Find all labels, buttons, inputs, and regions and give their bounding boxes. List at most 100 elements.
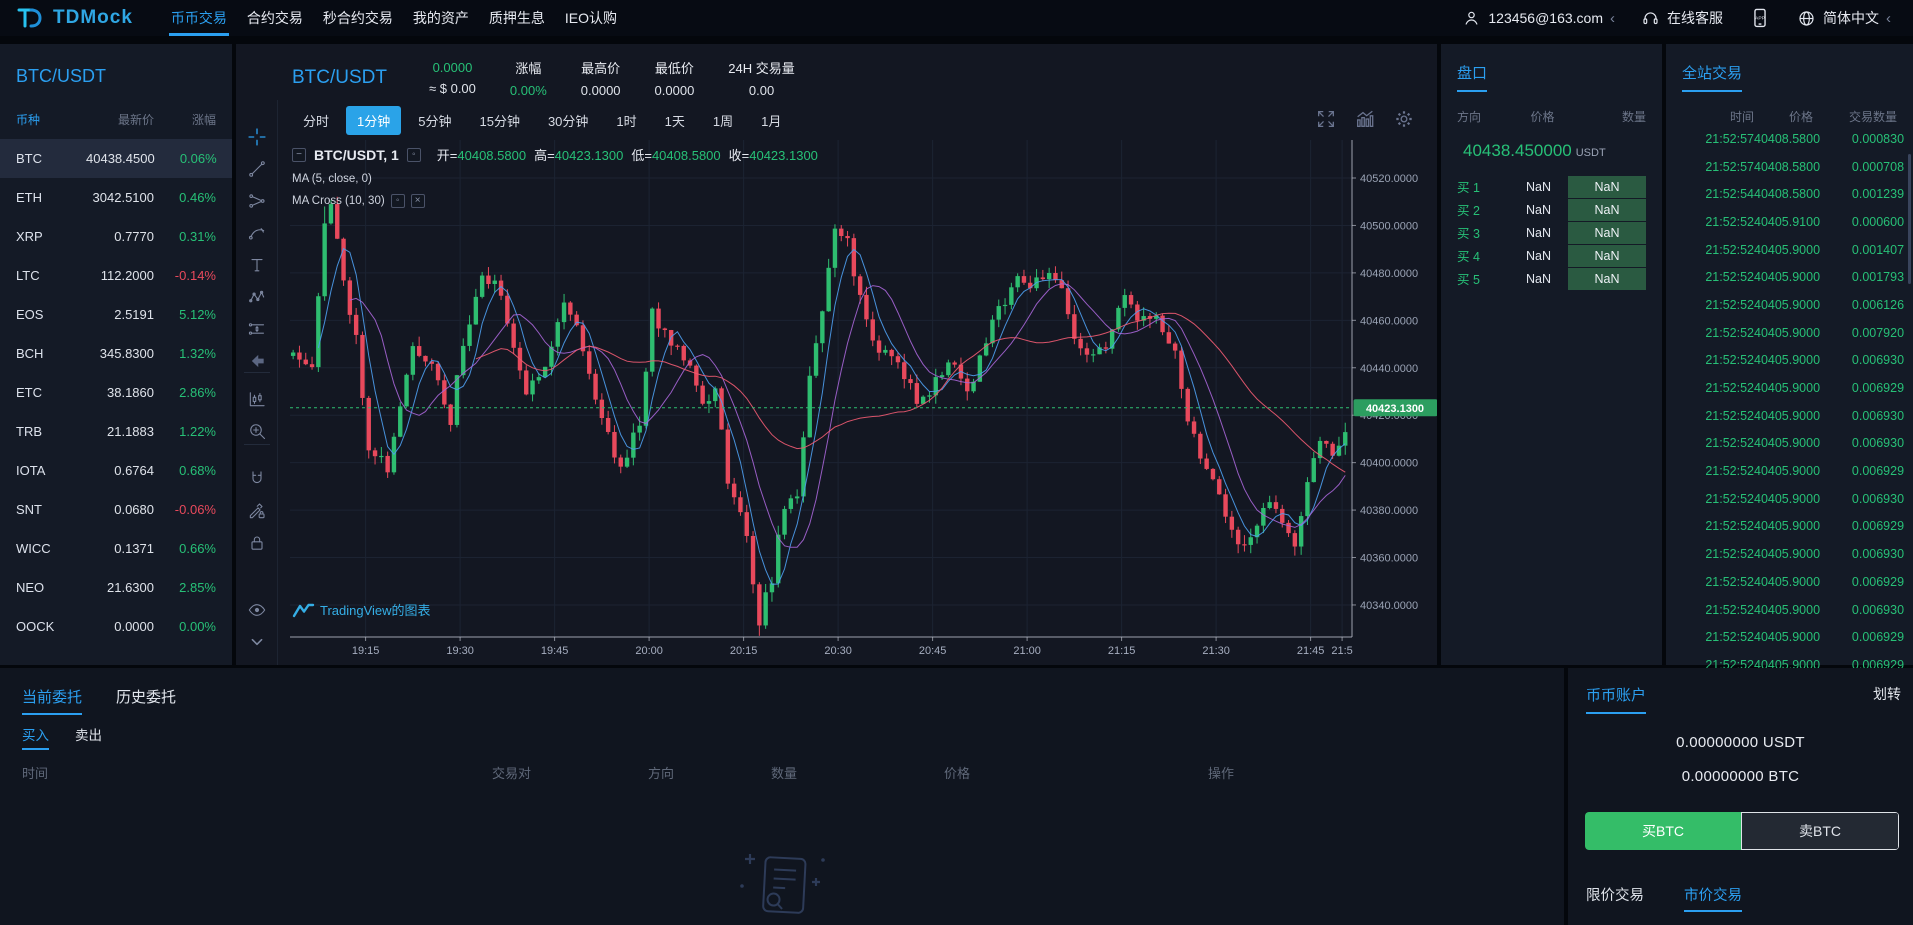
nav-item-3[interactable]: 我的资产 bbox=[403, 0, 479, 36]
market-row-OOCK[interactable]: OOCK0.00000.00% bbox=[0, 607, 232, 646]
nav-item-2[interactable]: 秒合约交易 bbox=[313, 0, 403, 36]
user-account[interactable]: 123456@163.com ‹ bbox=[1462, 9, 1615, 28]
svg-text:21:30: 21:30 bbox=[1202, 645, 1230, 657]
trade-row-13: 21:52:5240405.90000.006930 bbox=[1682, 485, 1897, 513]
orders-tab-1[interactable]: 历史委托 bbox=[116, 686, 176, 715]
trades-scrollbar[interactable] bbox=[1908, 154, 1911, 284]
orderbook-row-5[interactable]: 买 5NaNNaN bbox=[1457, 267, 1646, 290]
online-service[interactable]: 在线客服 bbox=[1641, 8, 1723, 28]
stat-label: 24H 交易量 bbox=[728, 58, 794, 77]
col-change: 涨幅 bbox=[154, 111, 216, 128]
orderbook-row-1[interactable]: 买 1NaNNaN bbox=[1457, 175, 1646, 198]
nav-item-5[interactable]: IEO认购 bbox=[555, 0, 627, 36]
orders-subtab-1[interactable]: 卖出 bbox=[75, 724, 102, 750]
orderbook-current-price: 40438.450000USDT bbox=[1459, 141, 1646, 161]
sell-btc-button[interactable]: 卖BTC bbox=[1741, 812, 1899, 850]
market-row-WICC[interactable]: WICC0.13710.66% bbox=[0, 529, 232, 568]
svg-text:40440.0000: 40440.0000 bbox=[1360, 363, 1418, 375]
svg-text:40460.0000: 40460.0000 bbox=[1360, 315, 1418, 327]
headset-icon bbox=[1641, 9, 1660, 28]
trade-row-16: 21:52:5240405.90000.006929 bbox=[1682, 568, 1897, 596]
trade-amount: 0.006929 bbox=[1820, 381, 1904, 395]
nav-item-4[interactable]: 质押生息 bbox=[479, 0, 555, 36]
orders-subtab-0[interactable]: 买入 bbox=[22, 724, 49, 750]
market-row-XRP[interactable]: XRP0.77700.31% bbox=[0, 217, 232, 256]
market-row-ETH[interactable]: ETH3042.51000.46% bbox=[0, 178, 232, 217]
logo[interactable]: TDMock bbox=[16, 6, 133, 30]
market-row-SNT[interactable]: SNT0.0680-0.06% bbox=[0, 490, 232, 529]
pattern-icon[interactable] bbox=[247, 287, 267, 307]
ma-settings-icon[interactable]: ◦ bbox=[391, 194, 405, 208]
buy-btc-button[interactable]: 买BTC bbox=[1585, 812, 1741, 850]
magnet-icon[interactable] bbox=[247, 469, 267, 489]
market-row-IOTA[interactable]: IOTA0.67640.68% bbox=[0, 451, 232, 490]
transfer-link[interactable]: 划转 bbox=[1873, 684, 1901, 704]
market-row-LTC[interactable]: LTC112.2000-0.14% bbox=[0, 256, 232, 295]
series-settings-icon[interactable]: ◦ bbox=[407, 148, 421, 162]
market-change: 0.06% bbox=[155, 151, 217, 166]
trade-price: 40405.9000 bbox=[1754, 519, 1820, 533]
stat-2: 最低价0.0000 bbox=[655, 58, 695, 98]
market-row-ETC[interactable]: ETC38.18602.86% bbox=[0, 373, 232, 412]
person-icon bbox=[1462, 9, 1481, 28]
market-row-EOS[interactable]: EOS2.51915.12% bbox=[0, 295, 232, 334]
ob-amount: NaN bbox=[1568, 176, 1646, 198]
market-change: -0.06% bbox=[154, 502, 216, 517]
trade-amount: 0.000830 bbox=[1820, 132, 1904, 146]
crosshair-icon[interactable] bbox=[247, 127, 267, 147]
trendline-icon[interactable] bbox=[247, 159, 267, 179]
orderbook-row-2[interactable]: 买 2NaNNaN bbox=[1457, 198, 1646, 221]
zoom-in-icon[interactable] bbox=[247, 421, 267, 441]
market-row-BTC[interactable]: BTC40438.45000.06% bbox=[0, 139, 232, 178]
trade-amount: 0.001407 bbox=[1820, 243, 1904, 257]
globe-icon bbox=[1797, 9, 1816, 28]
nav-item-1[interactable]: 合约交易 bbox=[237, 0, 313, 36]
trade-time: 21:52:57 bbox=[1682, 160, 1754, 174]
trade-price: 40405.9000 bbox=[1754, 630, 1820, 644]
stat-0: 涨幅0.00% bbox=[510, 58, 547, 98]
lock-icon[interactable] bbox=[247, 533, 267, 553]
orders-tab-0[interactable]: 当前委托 bbox=[22, 686, 82, 715]
svg-text:20:15: 20:15 bbox=[730, 645, 758, 657]
trade-amount: 0.006930 bbox=[1820, 353, 1904, 367]
orderbook-row-4[interactable]: 买 4NaNNaN bbox=[1457, 244, 1646, 267]
market-row-BCH[interactable]: BCH345.83001.32% bbox=[0, 334, 232, 373]
svg-text:19:45: 19:45 bbox=[541, 645, 569, 657]
brush-icon[interactable] bbox=[247, 223, 267, 243]
trade-row-10: 21:52:5240405.90000.006930 bbox=[1682, 402, 1897, 430]
nav-item-0[interactable]: 币币交易 bbox=[161, 0, 237, 36]
svg-text:21:45: 21:45 bbox=[1297, 645, 1325, 657]
trades-rows: 21:52:5740408.58000.00083021:52:5740408.… bbox=[1682, 125, 1897, 679]
orderbook-row-3[interactable]: 买 3NaNNaN bbox=[1457, 221, 1646, 244]
trade-amount: 0.006930 bbox=[1820, 603, 1904, 617]
series-collapse-icon[interactable]: − bbox=[292, 148, 306, 162]
position-icon[interactable] bbox=[247, 319, 267, 339]
chart-panel: BTC/USDT 0.0000 ≈ $ 0.00 涨幅0.00%最高价0.000… bbox=[236, 44, 1437, 665]
collapse-icon[interactable] bbox=[247, 632, 267, 652]
trade-time: 21:52:52 bbox=[1682, 492, 1754, 506]
trade-type-tab-0[interactable]: 限价交易 bbox=[1586, 884, 1644, 912]
back-arrow-icon[interactable] bbox=[247, 351, 267, 371]
language-switcher[interactable]: 简体中文 ‹ bbox=[1797, 8, 1891, 28]
text-icon[interactable] bbox=[247, 255, 267, 275]
market-price: 21.1883 bbox=[86, 424, 154, 439]
trade-price: 40408.5800 bbox=[1754, 132, 1820, 146]
market-symbol: BCH bbox=[16, 346, 86, 361]
tr-col-price: 价格 bbox=[1754, 108, 1813, 125]
phone-app-icon[interactable]: APP bbox=[1749, 7, 1771, 29]
online-service-label: 在线客服 bbox=[1667, 8, 1723, 28]
trade-row-9: 21:52:5240405.90000.006929 bbox=[1682, 374, 1897, 402]
market-price: 112.2000 bbox=[86, 268, 154, 283]
ma-remove-icon[interactable]: × bbox=[411, 194, 425, 208]
market-row-TRB[interactable]: TRB21.18831.22% bbox=[0, 412, 232, 451]
eye-icon[interactable] bbox=[247, 600, 267, 620]
market-row-NEO[interactable]: NEO21.63002.85% bbox=[0, 568, 232, 607]
language-label: 简体中文 bbox=[1823, 8, 1879, 28]
edit-lock-icon[interactable] bbox=[247, 501, 267, 521]
orders-col-5: 操作 bbox=[1208, 763, 1544, 782]
trade-row-7: 21:52:5240405.90000.007920 bbox=[1682, 319, 1897, 347]
bar-pattern-icon[interactable] bbox=[247, 389, 267, 409]
trade-type-tab-1[interactable]: 市价交易 bbox=[1684, 884, 1742, 912]
pitchfork-icon[interactable] bbox=[247, 191, 267, 211]
chart-legend: − BTC/USDT, 1 ◦ 开=40408.5800高=40423.1300… bbox=[292, 145, 818, 208]
